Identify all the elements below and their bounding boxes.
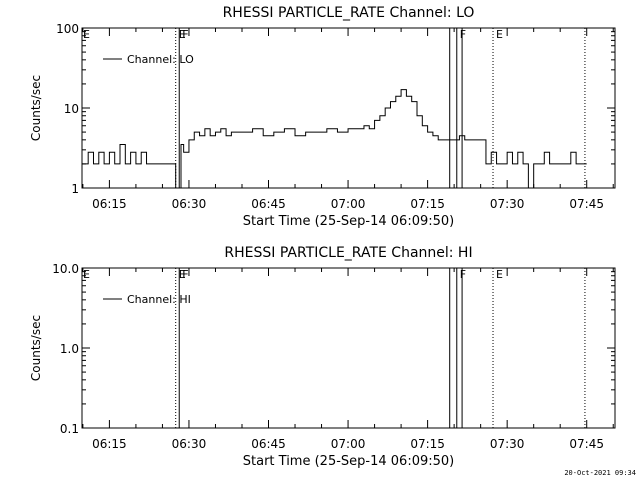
x-tick-label: 06:45: [251, 197, 286, 211]
y-tick-label: 1.0: [60, 342, 79, 356]
x-tick-label: 06:30: [172, 197, 207, 211]
x-axis-label: Start Time (25-Sep-14 06:09:50): [243, 454, 454, 469]
legend-label: Channel: LO: [127, 53, 194, 66]
x-tick-label: 06:15: [92, 197, 127, 211]
event-label: E: [83, 268, 90, 281]
x-tick-label: 07:15: [410, 197, 445, 211]
event-label: F: [460, 268, 466, 281]
x-tick-label: 07:15: [410, 437, 445, 451]
event-label: E: [83, 28, 90, 41]
event-label: E: [179, 28, 186, 41]
chart-panel-0: RHESSI PARTICLE_RATE Channel: LO 06:15 06:…: [29, 5, 616, 229]
y-axis-label: Counts/sec: [29, 75, 43, 141]
event-label: E: [496, 28, 503, 41]
event-label: E: [179, 268, 186, 281]
chart-title: RHESSI PARTICLE_RATE Channel: LO: [223, 5, 475, 21]
series-line: [82, 89, 587, 189]
chart-title: RHESSI PARTICLE_RATE Channel: HI: [224, 245, 472, 261]
y-tick-label: 10: [64, 102, 79, 116]
x-tick-label: 07:00: [331, 437, 366, 451]
x-tick-label: 06:30: [172, 437, 207, 451]
legend-label: Channel: HI: [127, 293, 191, 306]
y-tick-label: 10.0: [52, 262, 79, 276]
event-label: F: [182, 28, 188, 41]
timestamp-stamp: 20-Oct-2021 09:34: [564, 469, 636, 477]
x-tick-label: 07:30: [490, 437, 525, 451]
plot-frame: [81, 267, 616, 429]
event-label: F: [182, 268, 188, 281]
y-tick-label: 0.1: [60, 422, 79, 436]
x-tick-label: 07:45: [569, 197, 604, 211]
x-tick-label: 07:45: [569, 437, 604, 451]
x-tick-label: 06:45: [251, 437, 286, 451]
event-label: E: [496, 268, 503, 281]
x-axis-label: Start Time (25-Sep-14 06:09:50): [243, 214, 454, 229]
y-tick-label: 1: [71, 182, 79, 196]
x-tick-label: 07:00: [331, 197, 366, 211]
y-axis-label: Counts/sec: [29, 315, 43, 381]
chart-panel-1: RHESSI PARTICLE_RATE Channel: HI 06:15 06:…: [29, 245, 616, 469]
event-label: F: [460, 28, 466, 41]
x-tick-label: 06:15: [92, 437, 127, 451]
x-tick-label: 07:30: [490, 197, 525, 211]
y-tick-label: 100: [56, 22, 79, 36]
